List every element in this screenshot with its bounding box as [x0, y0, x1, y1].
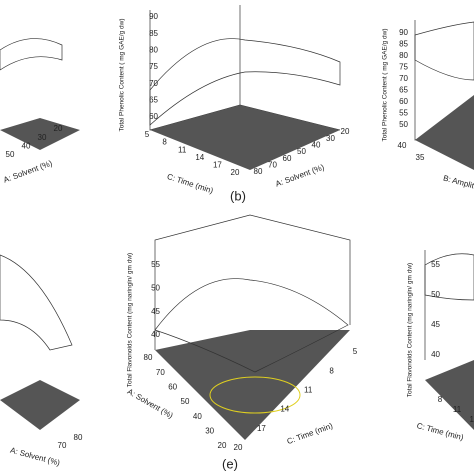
y-tick-label: 55 [431, 260, 440, 269]
axis-tick-label: 30 [326, 134, 335, 143]
y-tick-label: 85 [149, 29, 158, 38]
axis-tick-label: 35 [416, 153, 425, 162]
y-tick-label: 45 [151, 307, 160, 316]
axis-tick-label: 70 [58, 441, 67, 450]
y-tick-label: 60 [399, 97, 408, 106]
axis-tick-label: 70 [156, 368, 165, 377]
y-tick-label: 75 [149, 62, 158, 71]
axis-tick-label: 17 [213, 161, 222, 170]
axis-label: A: Solvent (%) [9, 446, 61, 468]
y-tick-label: 50 [151, 283, 160, 292]
axis-tick-label: 8 [438, 395, 443, 404]
surface [414, 21, 474, 81]
axis-tick-label: 14 [470, 415, 474, 424]
axis-tick-label: 40 [398, 141, 407, 150]
axis-tick-label: 50 [181, 397, 190, 406]
y-tick-label: 40 [431, 350, 440, 359]
y-tick-label: 70 [149, 79, 158, 88]
surfaces [0, 5, 474, 440]
axis-tick-label: 60 [283, 154, 292, 163]
axis-tick-label: 80 [74, 433, 83, 442]
axis-tick-label: 14 [195, 153, 204, 162]
surface [0, 254, 73, 351]
y-tick-label: 60 [149, 112, 158, 121]
axis-tick-label: 17 [257, 424, 266, 433]
y-tick-label: 75 [399, 63, 408, 72]
box [154, 214, 351, 350]
surface [424, 253, 474, 301]
floor [0, 380, 80, 430]
axis-tick-label: 5 [145, 130, 150, 139]
y-tick-label: 45 [431, 320, 440, 329]
surface [0, 38, 63, 71]
axis-tick-label: 80 [144, 353, 153, 362]
y-tick-label: 85 [399, 40, 408, 49]
y-axis-label: Total Flavonoids Content (mg naringin/ g… [127, 253, 134, 387]
axis-tick-label: 40 [193, 412, 202, 421]
axis-label: C: Time (min) [416, 421, 465, 442]
axis-label: A: Solvent (%) [126, 387, 175, 421]
axis-tick-label: 20 [231, 168, 240, 177]
contour [209, 376, 301, 414]
axis-tick-label: 11 [304, 386, 313, 395]
y-axis-label: Total Phenolic Content ( mg GAE/g dw) [119, 18, 126, 131]
axis-tick-label: 30 [205, 426, 214, 435]
surface [149, 38, 341, 126]
axis-tick-label: 11 [178, 145, 187, 154]
caption: (b) [230, 188, 246, 203]
y-tick-label: 80 [149, 45, 158, 54]
floor [155, 330, 350, 440]
y-tick-label: 55 [151, 260, 160, 269]
y-tick-label: 80 [399, 51, 408, 60]
axis-tick-label: 30 [38, 133, 47, 142]
axis-tick-label: 8 [162, 138, 167, 147]
axis-tick-label: 40 [22, 141, 31, 150]
y-tick-label: 90 [399, 28, 408, 37]
floor [150, 105, 340, 170]
axis-label: C: Time (min) [166, 172, 215, 195]
y-tick-label: 40 [151, 330, 160, 339]
y-tick-label: 55 [399, 109, 408, 118]
floor [415, 95, 474, 170]
y-tick-label: 50 [431, 290, 440, 299]
axis-tick-label: 20 [341, 127, 350, 136]
axis-label: C: Time (min) [286, 421, 334, 446]
axis-tick-label: 40 [312, 140, 321, 149]
surface [154, 278, 349, 373]
y-tick-label: 50 [399, 120, 408, 129]
y-axis-label: Total Flavonoids Content (mg naringin/ g… [407, 263, 414, 397]
caption: (e) [222, 456, 238, 471]
axis-tick-label: 20 [218, 441, 227, 450]
y-tick-label: 65 [399, 86, 408, 95]
axis-tick-label: 20 [234, 443, 243, 452]
axis-label: B: Amplitude [442, 173, 474, 193]
axis-tick-label: 70 [268, 160, 277, 169]
axis-tick-label: 80 [254, 167, 263, 176]
axis-tick-label: 11 [453, 405, 462, 414]
axis-tick-label: 8 [329, 366, 334, 375]
axis-label: A: Solvent (%) [2, 159, 53, 185]
floor [425, 360, 474, 430]
y-tick-label: 90 [149, 12, 158, 21]
axis-label: A: Solvent (%) [274, 163, 325, 189]
y-axis-label: Total Phenolic Content ( mg GAE/g dw) [382, 28, 389, 141]
axis-tick-label: 50 [297, 147, 306, 156]
axis-tick-label: 14 [280, 405, 289, 414]
floor [0, 118, 80, 150]
axis-tick-label: 60 [168, 382, 177, 391]
axis-tick-label: 50 [6, 150, 15, 159]
axis-tick-label: 5 [353, 347, 358, 356]
y-tick-label: 65 [149, 95, 158, 104]
axis-tick-label: 20 [54, 124, 63, 133]
y-tick-label: 70 [399, 74, 408, 83]
